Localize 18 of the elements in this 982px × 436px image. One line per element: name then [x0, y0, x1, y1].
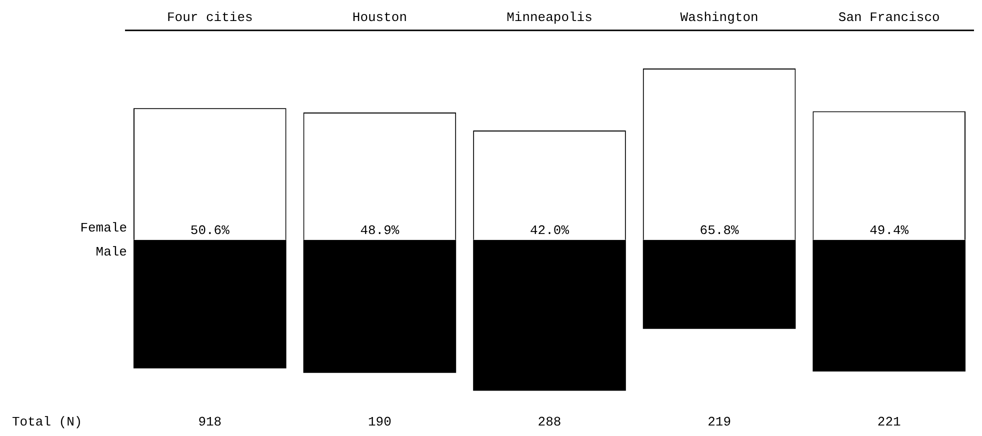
data-label: 50.6%	[190, 222, 230, 238]
series-label: Male	[96, 244, 127, 260]
x-tick-label: San Francisco	[838, 10, 940, 26]
text: 288	[538, 414, 562, 430]
data-label: 65.8%	[700, 222, 739, 238]
data-label: 42.0%	[530, 222, 570, 238]
x-tick-label: Washington	[680, 10, 758, 26]
text: 190	[368, 414, 392, 430]
text: 219	[708, 414, 732, 430]
text: Total (N)	[12, 414, 82, 430]
x-tick-label: Houston	[352, 10, 408, 26]
text: 221	[877, 414, 901, 430]
text: 918	[198, 414, 222, 430]
data-label: 49.4%	[870, 222, 909, 238]
data-label: 48.9%	[360, 222, 400, 238]
x-tick-label: Minneapolis	[506, 10, 592, 26]
x-tick-label: Four cities	[166, 10, 253, 26]
series-label: Female	[80, 220, 127, 236]
